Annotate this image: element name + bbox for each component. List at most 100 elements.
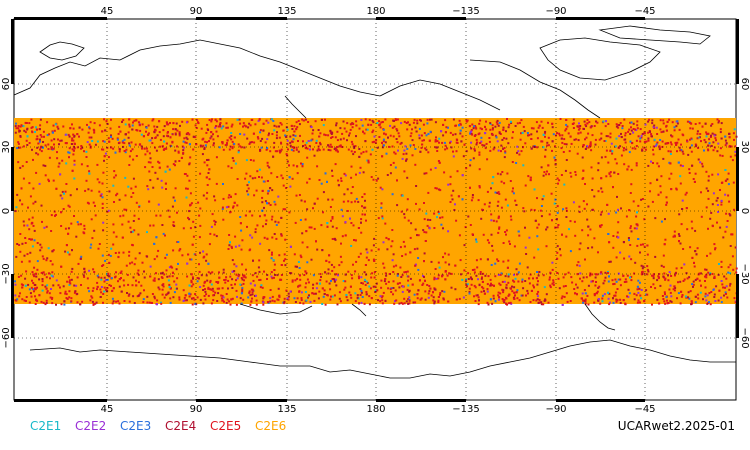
- occultation-point: [76, 188, 78, 191]
- occultation-point: [365, 256, 368, 259]
- occultation-point: [381, 121, 384, 123]
- occultation-point: [273, 276, 275, 279]
- occultation-point: [85, 150, 88, 153]
- occultation-point: [497, 149, 500, 152]
- occultation-point: [189, 192, 192, 195]
- occultation-point: [662, 298, 665, 300]
- occultation-point: [522, 207, 525, 210]
- occultation-point: [66, 298, 69, 300]
- occultation-point: [156, 125, 159, 128]
- occultation-point: [169, 297, 172, 300]
- occultation-point: [537, 290, 540, 293]
- occultation-point: [437, 274, 440, 277]
- occultation-point: [685, 191, 688, 194]
- occultation-point: [401, 255, 404, 257]
- occultation-point: [403, 302, 406, 305]
- occultation-point: [319, 132, 322, 135]
- occultation-point: [55, 279, 58, 282]
- occultation-point: [455, 150, 458, 153]
- occultation-point: [390, 245, 393, 248]
- occultation-point: [568, 150, 571, 153]
- occultation-point: [137, 281, 140, 284]
- occultation-point: [692, 178, 695, 180]
- occultation-point: [661, 295, 664, 297]
- occultation-point: [647, 164, 650, 167]
- occultation-point: [644, 123, 647, 126]
- occultation-point: [334, 136, 337, 139]
- occultation-point: [133, 302, 136, 304]
- occultation-point: [423, 260, 425, 263]
- occultation-point: [205, 253, 208, 256]
- occultation-point: [262, 180, 265, 183]
- occultation-point: [212, 142, 215, 145]
- occultation-point: [252, 132, 255, 135]
- occultation-point: [582, 276, 585, 279]
- occultation-point: [35, 152, 38, 155]
- occultation-point: [498, 296, 501, 299]
- occultation-point: [584, 123, 587, 126]
- occultation-point: [657, 277, 660, 280]
- occultation-point: [330, 263, 333, 266]
- occultation-point: [665, 201, 668, 204]
- occultation-point: [266, 278, 268, 280]
- occultation-point: [734, 145, 737, 148]
- occultation-point: [133, 214, 136, 217]
- occultation-point: [46, 290, 49, 293]
- occultation-point: [654, 255, 657, 258]
- occultation-point: [397, 132, 400, 135]
- occultation-point: [734, 150, 737, 153]
- occultation-point: [689, 146, 692, 149]
- occultation-point: [127, 283, 130, 286]
- occultation-point: [503, 299, 506, 301]
- occultation-point: [439, 216, 442, 219]
- occultation-point: [449, 183, 452, 186]
- occultation-point: [616, 195, 618, 198]
- occultation-point: [681, 199, 684, 202]
- occultation-point: [611, 279, 614, 282]
- occultation-point: [258, 259, 261, 262]
- occultation-point: [272, 259, 275, 262]
- occultation-point: [88, 136, 91, 139]
- occultation-point: [417, 257, 420, 259]
- occultation-point: [571, 281, 574, 284]
- occultation-point: [582, 301, 585, 304]
- occultation-point: [637, 299, 640, 302]
- occultation-point: [189, 227, 192, 230]
- occultation-point: [231, 246, 233, 249]
- occultation-point: [342, 200, 345, 203]
- occultation-point: [110, 118, 112, 121]
- occultation-point: [251, 291, 254, 294]
- occultation-point: [306, 208, 309, 211]
- occultation-point: [83, 267, 86, 270]
- occultation-point: [418, 127, 421, 130]
- occultation-point: [466, 119, 469, 122]
- occultation-point: [110, 146, 113, 149]
- occultation-point: [652, 273, 655, 276]
- occultation-point: [170, 265, 173, 268]
- occultation-point: [160, 179, 163, 182]
- occultation-point: [264, 141, 267, 144]
- occultation-point: [300, 291, 303, 294]
- occultation-point: [198, 214, 201, 217]
- occultation-point: [280, 216, 283, 219]
- occultation-point: [268, 249, 271, 252]
- occultation-point: [669, 284, 672, 287]
- occultation-point: [615, 280, 618, 283]
- occultation-point: [327, 198, 330, 201]
- occultation-point: [329, 206, 332, 208]
- occultation-point: [213, 233, 216, 236]
- occultation-point: [569, 171, 572, 174]
- occultation-point: [514, 125, 517, 127]
- occultation-point: [699, 161, 702, 164]
- occultation-point: [201, 153, 204, 156]
- occultation-point: [605, 135, 608, 138]
- occultation-point: [392, 287, 395, 289]
- occultation-point: [115, 235, 118, 238]
- occultation-point: [31, 148, 33, 151]
- occultation-point: [407, 219, 410, 222]
- occultation-point: [273, 141, 276, 144]
- occultation-point: [133, 263, 136, 266]
- occultation-point: [166, 131, 169, 134]
- occultation-point: [94, 143, 97, 146]
- occultation-point: [274, 150, 277, 153]
